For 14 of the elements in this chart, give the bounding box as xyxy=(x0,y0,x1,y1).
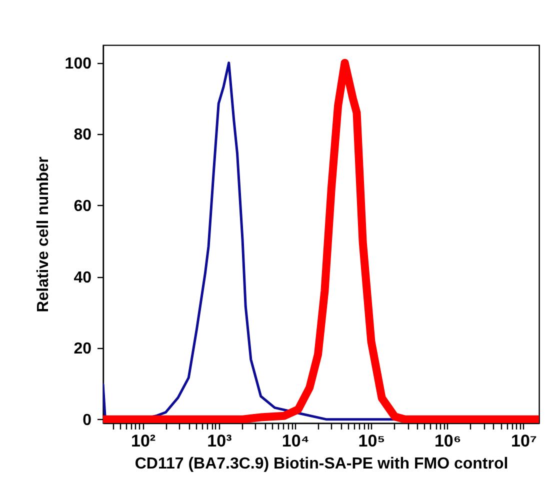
x-tick-label: 10³ xyxy=(207,432,232,450)
y-tick-label: 20 xyxy=(74,340,92,358)
x-axis-title: CD117 (BA7.3C.9) Biotin-SA-PE with FMO control xyxy=(134,456,508,472)
x-tick-label: 10⁵ xyxy=(358,432,386,450)
y-tick-label: 40 xyxy=(74,269,92,286)
y-tick-label: 60 xyxy=(74,198,92,215)
x-tick-label: 10⁷ xyxy=(510,432,537,450)
x-tick-label: 10⁴ xyxy=(282,432,310,450)
x-tick-label: 10² xyxy=(131,432,156,450)
y-tick-label: 100 xyxy=(64,55,92,72)
x-tick-label: 10⁶ xyxy=(434,432,462,450)
y-tick-label: 80 xyxy=(74,126,92,144)
y-tick-label: 0 xyxy=(82,412,92,429)
y-axis-title: Relative cell number xyxy=(34,156,52,312)
